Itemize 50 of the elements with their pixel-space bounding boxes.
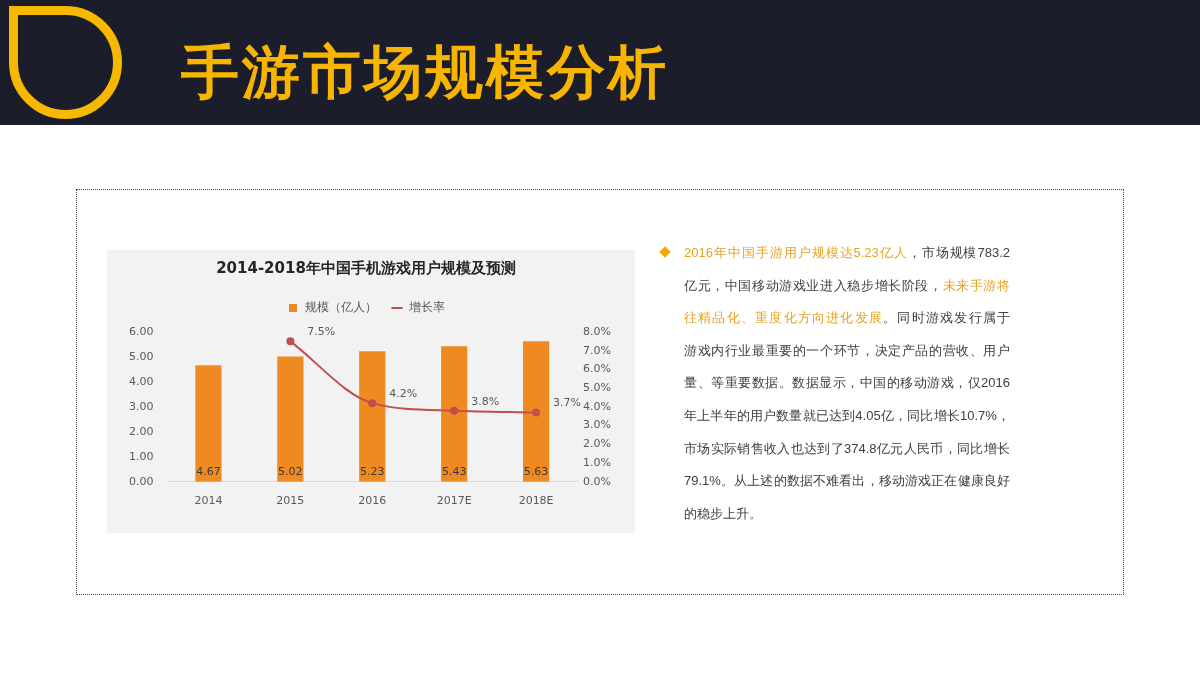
y2-tick-label: 8.0%: [583, 324, 612, 338]
data-label: 4.2%: [389, 387, 418, 401]
y-tick-label: 5.00: [128, 349, 154, 363]
text: 往精品化、重度化方向进化发展: [684, 310, 884, 326]
data-label: 7.5%: [307, 325, 336, 339]
text: 游戏内行业最重要的一个环节，决定产品的营收、用户量、等重要数据。数据显示，中国的移动游戏，仅2016年上半年的用户数量就已达到4.05亿，同比增长10.7%，市场实际销售收入也达到了374.8亿元人民币，同比增长79.1%。从上述的数据不难看出，移动游戏正在健康良好的稳步上升。: [684, 342, 1010, 521]
y2-tick-label: 7.0%: [583, 343, 612, 357]
point: [286, 337, 295, 346]
bar: [195, 365, 222, 482]
x-tick-label: 2014: [194, 494, 223, 508]
point: [368, 399, 377, 408]
bar: [522, 341, 550, 482]
text: ，市场规模783.2: [907, 245, 1010, 260]
text: 未来手游将: [942, 277, 1011, 293]
data-label: 4.67: [196, 464, 221, 478]
text: 手游市场规模分析: [181, 37, 669, 108]
y-tick-label: 0.00: [128, 474, 154, 488]
y-tick-label: 1.00: [128, 449, 154, 463]
legend-label: 增长率: [408, 300, 445, 315]
y-tick-label: 6.00: [128, 324, 154, 338]
text: 。同时游戏发行属于: [883, 310, 1011, 326]
y2-tick-label: 0.0%: [583, 474, 612, 488]
y-tick-label: 4.00: [128, 374, 154, 388]
legend-label: 规模（亿人）: [305, 300, 377, 315]
data-label: 5.02: [278, 464, 303, 478]
x-tick-label: 2015: [276, 494, 305, 508]
x-tick-label: 2018E: [518, 494, 554, 508]
chart-title: 2014-2018年中国手机游戏用户规模及预测: [216, 258, 516, 277]
bar: [277, 356, 304, 482]
x-tick-label: 2017E: [436, 494, 472, 508]
bar: [441, 346, 468, 482]
y2-tick-label: 2.0%: [583, 437, 612, 451]
y2-tick-label: 4.0%: [583, 399, 612, 413]
data-label: 3.8%: [471, 394, 500, 408]
point: [532, 408, 541, 417]
data-label: 5.43: [441, 464, 467, 478]
data-label: 5.63: [523, 464, 549, 478]
data-label: 5.23: [360, 464, 385, 478]
bar: [359, 351, 386, 482]
x-tick-label: 2016: [358, 494, 387, 508]
y2-tick-label: 5.0%: [583, 381, 612, 395]
y2-tick-label: 6.0%: [583, 362, 612, 376]
text: 亿元，中国移动游戏业进入稳步增长阶段，: [684, 277, 943, 293]
y-tick-label: 2.00: [128, 424, 154, 438]
text: 2016年中国手游用户规模达5.23亿人: [684, 245, 908, 260]
y2-tick-label: 1.0%: [583, 455, 612, 469]
y-tick-label: 3.00: [128, 399, 154, 413]
data-label: 3.7%: [553, 396, 582, 410]
y2-tick-label: 3.0%: [583, 418, 612, 432]
point: [450, 406, 459, 415]
